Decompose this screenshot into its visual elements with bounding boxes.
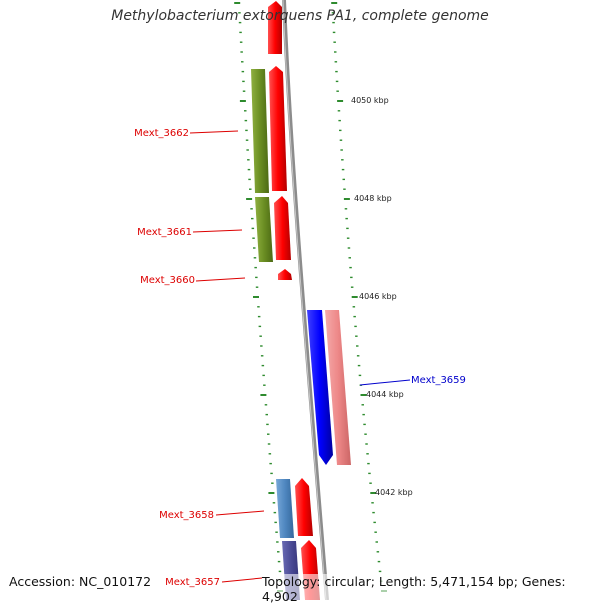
leader-line-mext-3659: [359, 379, 411, 386]
scale-label-4044: 4044 kbp: [366, 390, 404, 399]
gene-label-mext-3659[interactable]: Mext_3659: [411, 375, 466, 386]
accession-text: Accession: NC_010172: [9, 574, 152, 589]
cds-arrow-mext-3658[interactable]: [295, 478, 313, 536]
scale-label-4042: 4042 kbp: [375, 488, 413, 497]
cds-arrow-mext-3660[interactable]: [278, 269, 292, 280]
gene-label-mext-3662[interactable]: Mext_3662: [134, 128, 189, 139]
cog-strip-mext-3658[interactable]: [276, 479, 294, 538]
scale-label-4046: 4046 kbp: [359, 292, 397, 301]
gene-label-mext-3661[interactable]: Mext_3661: [137, 227, 192, 238]
genome-backbone: [282, 0, 329, 601]
cog-strip-mext-3661[interactable]: [255, 197, 273, 262]
genome-backbone-highlight: [282, 0, 327, 601]
scale-label-4048: 4048 kbp: [354, 194, 392, 203]
scale-label-4050: 4050 kbp: [351, 96, 389, 105]
leader-line-mext-3657: [221, 577, 263, 583]
leader-line-mext-3660: [195, 277, 246, 282]
leader-line-mext-3658: [215, 510, 265, 516]
gene-label-mext-3657[interactable]: Mext_3657: [165, 577, 220, 588]
cds-arrow-top[interactable]: [268, 1, 282, 54]
cds-arrow-mext-3662[interactable]: [269, 66, 287, 191]
gene-label-mext-3660[interactable]: Mext_3660: [140, 275, 195, 286]
cds-arrow-mext-3659[interactable]: [307, 310, 333, 465]
leader-line-mext-3662: [189, 130, 239, 134]
gene-label-mext-3658[interactable]: Mext_3658: [159, 510, 214, 521]
cds-arrow-mext-3661[interactable]: [274, 196, 291, 260]
leader-line-mext-3661: [192, 229, 243, 233]
genome-title: Methylobacterium extorquens PA1, complet…: [111, 8, 489, 24]
tick-ring-inner: [331, 2, 387, 592]
cog-strip-mext-3662[interactable]: [251, 69, 269, 193]
genome-summary-text: Topology: circular; Length: 5,471,154 bp…: [262, 574, 600, 604]
rna-bar-mext-3659[interactable]: [325, 310, 351, 465]
